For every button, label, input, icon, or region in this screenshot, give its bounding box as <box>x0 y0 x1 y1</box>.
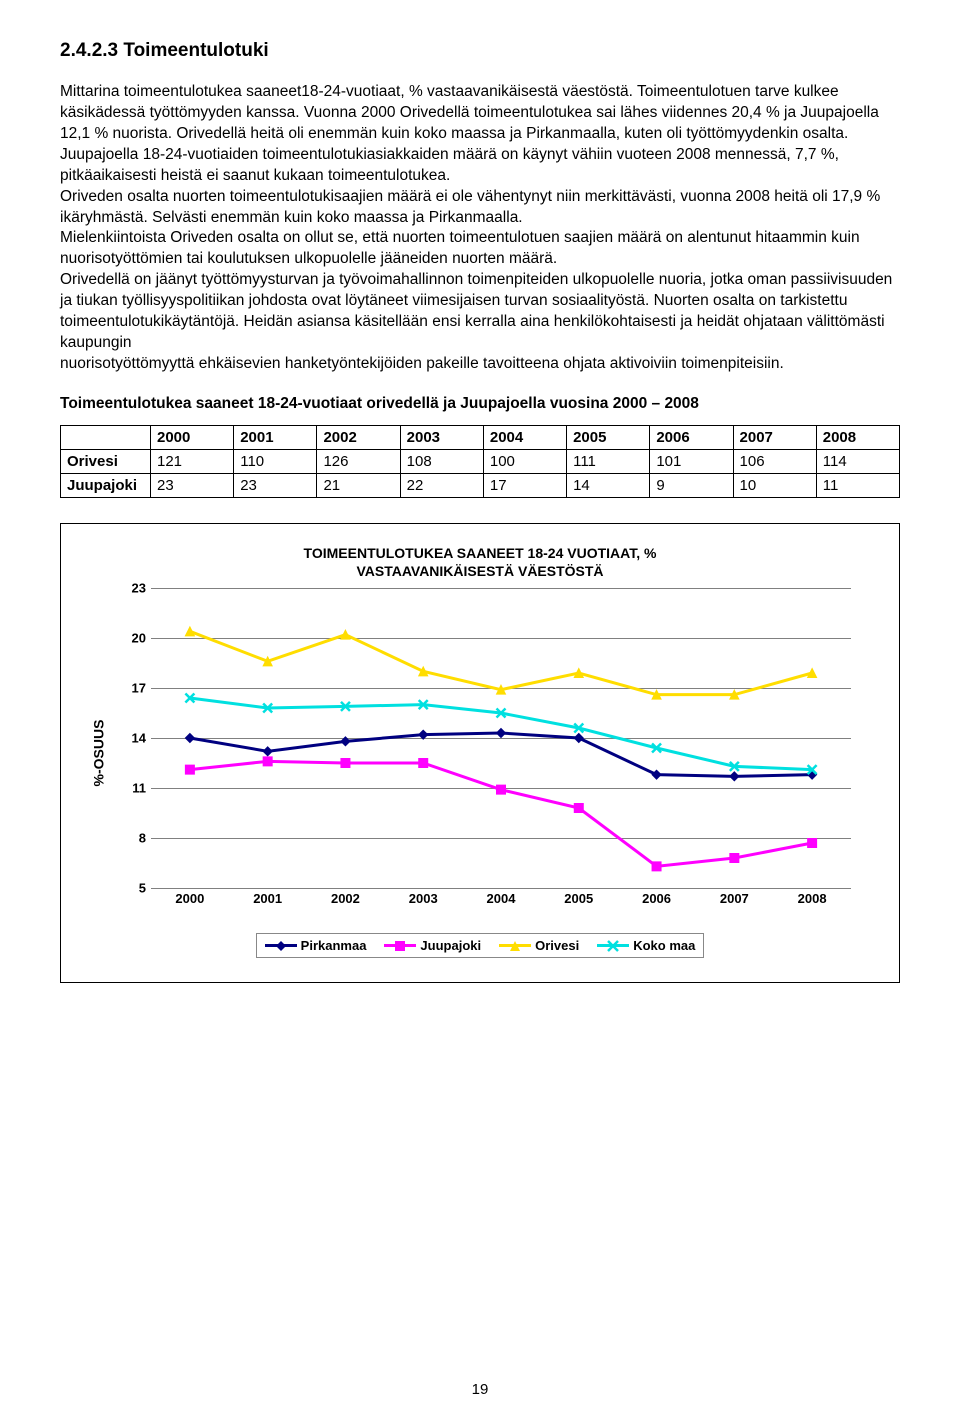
table-cell: 9 <box>650 473 733 497</box>
xtick-label: 2000 <box>175 891 204 906</box>
legend-label: Pirkanmaa <box>301 938 367 953</box>
table-header-cell: 2004 <box>483 425 566 449</box>
ytick-label: 14 <box>121 731 146 746</box>
xtick-label: 2006 <box>642 891 671 906</box>
table-cell: 22 <box>400 473 483 497</box>
chart-title-line2: VASTAAVANIKÄISESTÄ VÄESTÖSTÄ <box>356 563 603 579</box>
table-cell: Orivesi <box>61 449 151 473</box>
table-cell: 23 <box>151 473 234 497</box>
table-header-cell: 2002 <box>317 425 400 449</box>
page-number: 19 <box>472 1381 489 1398</box>
paragraph: Oriveden osalta nuorten toimeentulotukis… <box>60 187 900 229</box>
table-cell: 100 <box>483 449 566 473</box>
table-cell: 121 <box>151 449 234 473</box>
legend-item: Koko maa <box>597 938 695 953</box>
body-text: Mittarina toimeentulotukea saaneet18-24-… <box>60 82 900 375</box>
chart-container: TOIMEENTULOTUKEA SAANEET 18-24 VUOTIAAT,… <box>60 523 900 983</box>
table-cell: 110 <box>234 449 317 473</box>
table-cell: 11 <box>816 473 899 497</box>
table-cell: 126 <box>317 449 400 473</box>
legend-item: Orivesi <box>499 938 579 953</box>
table-cell: 101 <box>650 449 733 473</box>
ytick-label: 20 <box>121 631 146 646</box>
table-header-cell: 2005 <box>567 425 650 449</box>
paragraph: Mielenkiintoista Oriveden osalta on ollu… <box>60 228 900 270</box>
table-cell: 23 <box>234 473 317 497</box>
section-heading: 2.4.2.3 Toimeentulotuki <box>60 40 900 62</box>
table-header-cell: 2001 <box>234 425 317 449</box>
table-cell: 106 <box>733 449 816 473</box>
table-row: Orivesi121110126108100111101106114 <box>61 449 900 473</box>
xtick-label: 2007 <box>720 891 749 906</box>
legend-item: Juupajoki <box>384 938 481 953</box>
table-header-cell: 2008 <box>816 425 899 449</box>
legend-label: Orivesi <box>535 938 579 953</box>
paragraph: nuorisotyöttömyyttä ehkäisevien hanketyö… <box>60 354 900 375</box>
xtick-label: 2004 <box>487 891 516 906</box>
paragraph: Mittarina toimeentulotukea saaneet18-24-… <box>60 82 900 187</box>
table-cell: 14 <box>567 473 650 497</box>
table-header-cell: 2006 <box>650 425 733 449</box>
xtick-label: 2001 <box>253 891 282 906</box>
ytick-label: 8 <box>121 831 146 846</box>
table-cell: 10 <box>733 473 816 497</box>
xtick-label: 2008 <box>798 891 827 906</box>
table-header-cell: 2007 <box>733 425 816 449</box>
table-row: Juupajoki23232122171491011 <box>61 473 900 497</box>
table-header-cell: 2003 <box>400 425 483 449</box>
chart-legend: Pirkanmaa Juupajoki Orivesi Koko maa <box>256 933 705 958</box>
data-table: 200020012002200320042005200620072008 Ori… <box>60 425 900 498</box>
table-cell: 21 <box>317 473 400 497</box>
xtick-label: 2003 <box>409 891 438 906</box>
paragraph: Orivedellä on jäänyt työttömyysturvan ja… <box>60 270 900 354</box>
table-caption: Toimeentulotukea saaneet 18-24-vuotiaat … <box>60 395 900 413</box>
chart-title-line1: TOIMEENTULOTUKEA SAANEET 18-24 VUOTIAAT,… <box>304 545 657 561</box>
table-cell: 108 <box>400 449 483 473</box>
table-header-cell <box>61 425 151 449</box>
legend-label: Juupajoki <box>420 938 481 953</box>
xtick-label: 2005 <box>564 891 593 906</box>
table-cell: 111 <box>567 449 650 473</box>
table-cell: 114 <box>816 449 899 473</box>
ytick-label: 11 <box>121 781 146 796</box>
chart-plot-area: 5811141720232000200120022003200420052006… <box>151 588 859 908</box>
chart-title: TOIMEENTULOTUKEA SAANEET 18-24 VUOTIAAT,… <box>91 544 869 580</box>
table-cell: 17 <box>483 473 566 497</box>
legend-label: Koko maa <box>633 938 695 953</box>
chart-ylabel: %-OSUUS <box>90 719 106 786</box>
table-cell: Juupajoki <box>61 473 151 497</box>
ytick-label: 17 <box>121 681 146 696</box>
ytick-label: 23 <box>121 581 146 596</box>
legend-item: Pirkanmaa <box>265 938 367 953</box>
xtick-label: 2002 <box>331 891 360 906</box>
ytick-label: 5 <box>121 881 146 896</box>
table-header-cell: 2000 <box>151 425 234 449</box>
